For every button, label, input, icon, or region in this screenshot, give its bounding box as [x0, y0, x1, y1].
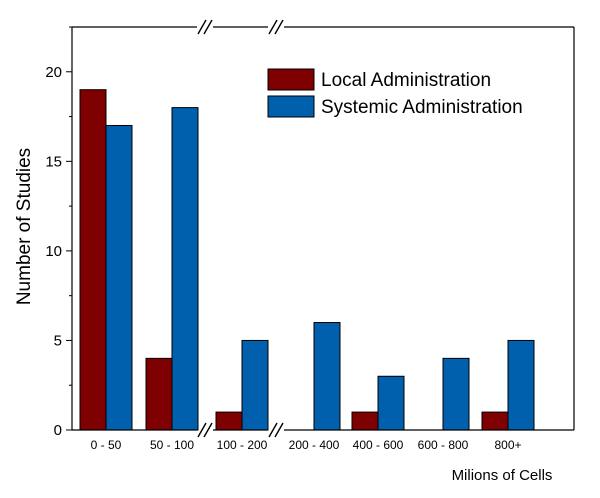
bar-systemic-4 — [377, 375, 405, 431]
axis-break-mark-0 — [197, 19, 207, 35]
legend-swatch-0 — [267, 68, 315, 91]
y-tick-label: 20 — [45, 64, 62, 81]
x-category-labels: 0 - 50 50 - 100 100 - 200 200 - 400 400 - 60… — [91, 438, 522, 452]
legend: Local Administration Systemic Administrat… — [267, 68, 523, 118]
x-category-label: 200 - 400 — [289, 438, 340, 452]
bar-systemic-0 — [105, 125, 133, 431]
x-category-label: 400 - 600 — [353, 438, 404, 452]
axis-break-mark-1 — [274, 19, 284, 35]
y-tick-label: 15 — [45, 153, 62, 170]
axis-break-mark-1 — [268, 422, 278, 438]
x-category-label: 0 - 50 — [91, 438, 122, 452]
bar-local-2 — [215, 411, 243, 431]
axis-break-mark-1 — [274, 422, 284, 438]
bar-local-6 — [481, 411, 509, 431]
axis-break-marks — [197, 19, 284, 438]
y-tick-label: 10 — [45, 243, 62, 260]
x-category-label: 50 - 100 — [150, 438, 194, 452]
bars-layer — [79, 89, 535, 431]
bar-systemic-6 — [507, 339, 535, 431]
x-category-label: 100 - 200 — [217, 438, 268, 452]
legend-label-1: Systemic Administration — [321, 97, 523, 118]
axis-break-mark-0 — [203, 422, 213, 438]
bar-local-4 — [351, 411, 379, 431]
axis-break-mark-1 — [268, 19, 278, 35]
legend-swatch-1 — [267, 95, 315, 118]
x-axis-title: Milions of Cells — [452, 467, 553, 484]
axis-break-mark-0 — [197, 422, 207, 438]
y-tick-labels: 0 5 10 15 20 — [45, 64, 62, 439]
bar-local-0 — [79, 89, 107, 431]
x-category-label: 800+ — [494, 438, 521, 452]
y-axis-title: Number of Studies — [14, 148, 35, 305]
bar-systemic-5 — [442, 357, 470, 431]
bar-systemic-2 — [241, 339, 269, 431]
bar-systemic-1 — [171, 107, 199, 431]
axes — [66, 26, 575, 431]
axis-break-mark-0 — [203, 19, 213, 35]
bar-local-1 — [145, 357, 173, 431]
legend-label-0: Local Administration — [321, 70, 491, 91]
y-tick-label: 0 — [54, 422, 62, 439]
y-tick-label: 5 — [54, 332, 62, 349]
bar-systemic-3 — [313, 322, 341, 431]
x-category-label: 600 - 800 — [418, 438, 469, 452]
